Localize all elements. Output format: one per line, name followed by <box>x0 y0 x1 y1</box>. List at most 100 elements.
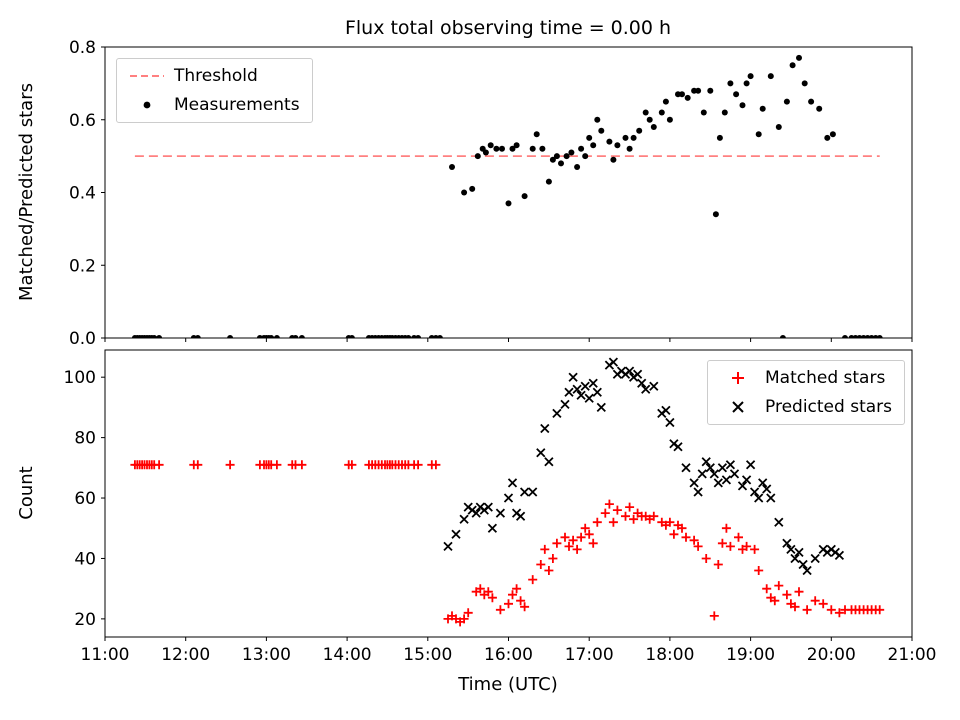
x-marker <box>729 469 740 479</box>
dot-marker <box>590 142 597 149</box>
dot-marker <box>783 98 790 105</box>
plus-marker <box>709 611 719 621</box>
x-marker <box>673 442 683 452</box>
x-marker <box>693 487 703 497</box>
x-marker <box>540 423 550 434</box>
x-marker <box>637 378 647 388</box>
dot-marker <box>268 335 275 338</box>
x-marker <box>725 460 736 470</box>
x-marker <box>564 387 574 397</box>
dot-marker <box>461 189 468 196</box>
plus-marker <box>544 566 554 575</box>
legend-entry-measurements: Measurements <box>129 95 300 115</box>
dot-marker <box>666 116 673 123</box>
dot-marker <box>227 335 234 338</box>
plus-marker <box>495 605 505 615</box>
dot-marker <box>348 335 355 338</box>
x-marker <box>536 448 546 458</box>
dot-marker-icon <box>143 101 151 109</box>
series-matched-stars <box>130 460 885 627</box>
plus-marker <box>560 532 570 542</box>
plus-marker <box>701 554 711 563</box>
plus-marker <box>580 523 590 533</box>
series-predicted-stars <box>443 357 845 576</box>
x-marker <box>766 493 776 503</box>
dot-marker <box>662 98 669 105</box>
plus-marker <box>669 529 679 539</box>
plus-marker <box>754 566 764 575</box>
legend-entry-matched-stars: Matched stars <box>720 368 892 388</box>
axes-0: 0.0 0.2 0.4 0.6 0.8 <box>69 38 913 349</box>
dot-marker <box>594 116 601 123</box>
x-marker <box>661 405 671 416</box>
plus-marker <box>665 517 675 527</box>
x-tick-label: 19:00 <box>726 645 775 665</box>
x-marker <box>713 478 723 488</box>
plus-marker <box>512 584 522 594</box>
x-marker <box>649 381 659 391</box>
x-marker <box>754 493 764 503</box>
dot-marker <box>876 335 883 338</box>
y-tick-label: 0.6 <box>69 111 96 131</box>
plus-marker <box>790 602 800 612</box>
dot-marker <box>449 164 455 170</box>
dot-marker <box>505 200 512 207</box>
plus-marker <box>834 608 844 618</box>
x-marker <box>588 378 598 388</box>
plus-marker <box>677 523 687 533</box>
series-measurements <box>131 54 883 338</box>
dot-marker <box>436 335 443 338</box>
x-marker <box>483 502 493 512</box>
x-marker <box>802 565 812 576</box>
plus-marker <box>193 460 203 470</box>
plus-marker <box>516 596 526 606</box>
dot-marker <box>767 73 774 80</box>
plus-marker <box>536 560 546 569</box>
x-tick-label: 17:00 <box>565 645 614 665</box>
dot-marker <box>469 185 476 192</box>
y-tick-label: 20 <box>74 610 96 630</box>
top-y-axis-label: Matched/Predicted stars <box>16 83 37 301</box>
x-marker <box>701 457 711 467</box>
x-marker <box>572 384 582 394</box>
x-tick-label: 18:00 <box>645 645 694 665</box>
dot-marker <box>539 145 546 152</box>
dot-marker <box>415 335 422 338</box>
x-marker <box>495 508 506 518</box>
plus-marker <box>584 529 594 539</box>
dot-marker <box>586 134 593 141</box>
dot-marker <box>712 211 719 218</box>
plus-marker <box>750 544 760 554</box>
dot-marker <box>156 335 163 338</box>
dot-marker <box>194 335 201 338</box>
dot-marker <box>716 134 723 141</box>
dot-marker <box>695 87 702 94</box>
plus-marker <box>782 590 792 600</box>
plus-marker <box>588 538 598 548</box>
dashed-line-icon <box>130 75 164 77</box>
x-marker <box>443 541 453 552</box>
dot-marker <box>549 156 556 163</box>
plus-marker <box>564 541 574 551</box>
x-marker <box>528 487 538 497</box>
x-marker-icon <box>732 401 744 413</box>
plus-marker-icon <box>732 372 744 384</box>
dot-marker <box>598 127 605 134</box>
dot-marker <box>606 138 613 145</box>
x-marker <box>451 529 461 539</box>
dot-marker <box>775 124 782 130</box>
dot-marker <box>574 164 581 170</box>
plus-marker <box>810 596 820 606</box>
x-marker <box>681 463 691 473</box>
x-marker <box>705 463 715 473</box>
x-tick-label: 13:00 <box>242 645 291 665</box>
plus-marker <box>774 581 784 591</box>
dot-marker <box>626 145 633 152</box>
x-marker <box>544 457 554 467</box>
x-marker <box>608 357 619 367</box>
dot-marker <box>796 54 802 61</box>
dot-marker <box>808 98 815 105</box>
legend-label-predicted-stars: Predicted stars <box>765 397 892 417</box>
x-marker <box>774 517 784 527</box>
x-marker <box>596 402 606 413</box>
